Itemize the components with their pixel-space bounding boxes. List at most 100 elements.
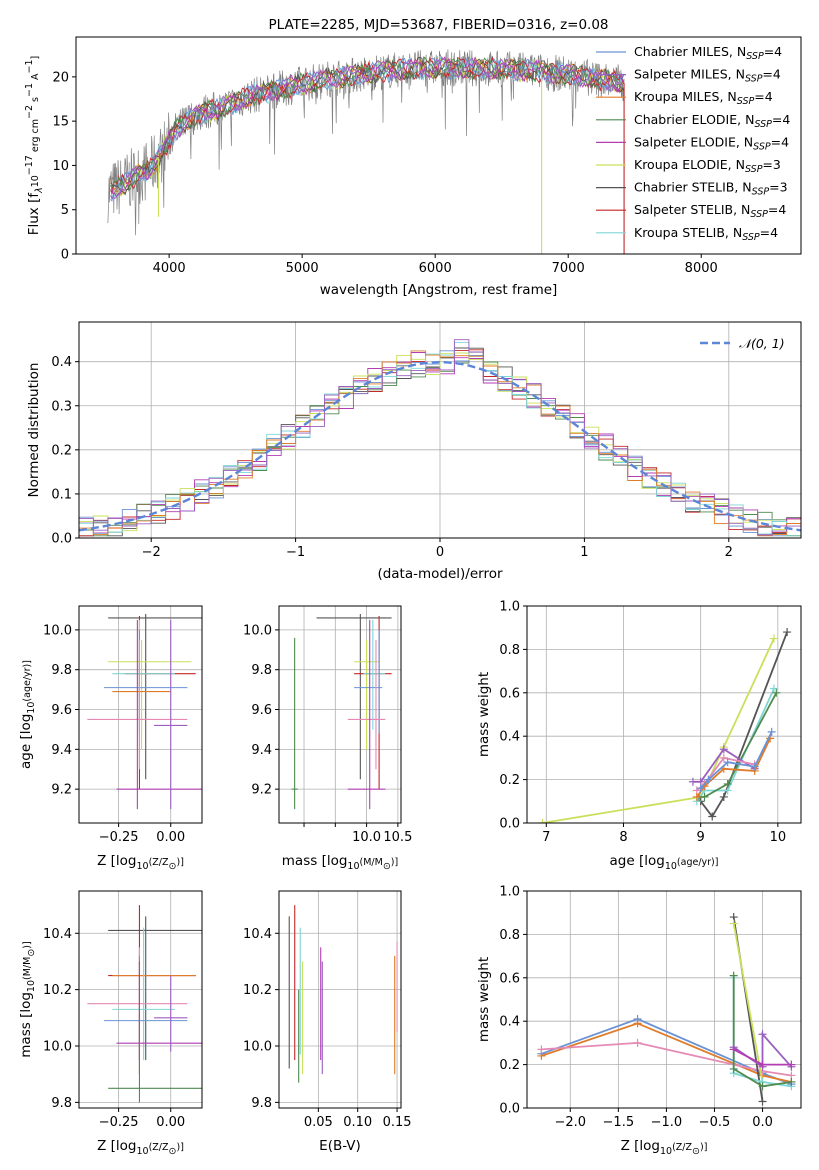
age-weight-y-label: mass weight: [476, 672, 492, 757]
y-tick-label: 0.6: [499, 686, 520, 701]
residuals-axes: −2 −1 0 1 2 0.0 0.1 0.2 0.3 0.4: [51, 322, 801, 560]
z-age-axes: −0.25 0.00 9.2 9.4 9.6 9.8 10.0: [43, 606, 202, 845]
legend-entry-part: =4: [768, 202, 786, 217]
z-weight-frame: [526, 890, 802, 1109]
label-part: 10: [26, 702, 37, 714]
y-tick-label: 9.8: [251, 1096, 272, 1111]
y-tick-label: 10.0: [43, 1040, 72, 1055]
label-part: −1: [24, 83, 35, 97]
y-tick-label: 9.8: [51, 663, 72, 678]
y-tick-label: 20: [52, 70, 69, 85]
y-tick-label: 0.6: [499, 971, 520, 986]
x-tick-label: 10.0: [352, 830, 381, 845]
x-tick-label: 6000: [419, 261, 452, 276]
residual-legend-label: 𝒩(0, 1): [739, 336, 785, 351]
weight-series-line: [732, 923, 764, 1083]
label-part: Z [log: [621, 1138, 660, 1154]
label-part: 10: [665, 861, 677, 872]
spectrum-lines: [107, 49, 625, 254]
weight-point-marker: [729, 1045, 738, 1054]
label-part: (Z/Z: [149, 857, 169, 868]
weight-point-marker: [729, 919, 738, 928]
weight-series-line: [541, 1041, 792, 1077]
weight-series-line: [732, 975, 792, 1088]
label-part: ⊙: [169, 861, 177, 872]
x-tick-label: −2: [142, 545, 161, 560]
weight-series-line: [541, 1022, 792, 1083]
label-part: ⊙: [169, 1146, 177, 1157]
ebv-x-label: E(B-V): [319, 1138, 361, 1154]
legend-entry-part: =4: [762, 67, 780, 82]
weight-series-line: [699, 631, 788, 819]
x-tick-label: −0.25: [99, 1115, 139, 1130]
weight-point-marker: [704, 775, 713, 784]
z-age-frame: [78, 605, 203, 824]
weight-point-marker: [633, 1019, 642, 1028]
label-part: s: [30, 97, 41, 105]
label-part: erg cm: [30, 119, 41, 155]
legend-entry-part: =3: [762, 157, 780, 172]
x-tick-label: 0.00: [156, 1115, 185, 1130]
legend-entry-part: Chabrier MILES, N: [634, 44, 746, 59]
y-tick-label: 9.2: [251, 783, 272, 798]
y-tick-label: 1.0: [499, 600, 520, 615]
y-tick-label: 9.4: [251, 743, 272, 758]
legend-entry-part: Salpeter ELODIE, N: [634, 134, 753, 149]
legend-entry-part: Chabrier STELIB, N: [634, 180, 752, 195]
weight-point-marker: [750, 762, 759, 771]
y-tick-label: 10.0: [43, 623, 72, 638]
spectrum-model-line: [110, 56, 625, 194]
y-tick-label: 15: [52, 115, 69, 130]
residual-frame: [78, 321, 802, 539]
label-part: )]: [176, 1142, 183, 1153]
legend-entry-part: =4: [771, 134, 789, 149]
weight-point-marker: [719, 753, 728, 762]
weight-point-marker: [696, 784, 705, 793]
weight-point-marker: [772, 688, 781, 697]
x-tick-label: 9: [697, 830, 705, 845]
legend-entry: Kroupa MILES, NSSP=4: [634, 89, 773, 107]
residual-histograms: [79, 339, 801, 537]
label-part: −17: [24, 155, 35, 175]
label-part: (M/M: [22, 957, 33, 980]
weight-point-marker: [719, 792, 728, 801]
x-tick-label: 0.0: [752, 1115, 773, 1130]
spectrum-model-line: [110, 56, 625, 199]
residual-histogram-line: [79, 339, 801, 536]
z-weight-axes: −2.0 −1.5 −1.0 −0.5 0.0 0.0 0.2 0.4 0.6 0.8 1.0: [499, 885, 801, 1130]
y-tick-label: 0.1: [51, 487, 72, 502]
legend-entry-part: Kroupa ELODIE, N: [634, 157, 745, 172]
x-tick-label: 0: [436, 545, 444, 560]
spectrum-model-line: [110, 56, 625, 191]
legend-entry-part: Kroupa STELIB, N: [634, 225, 742, 240]
label-part: (age/yr)]: [22, 660, 33, 702]
mass-age-axes: 10.0 10.59.29.49.69.810.0: [243, 606, 412, 845]
legend-entry-part: SSP: [745, 164, 763, 175]
legend-entry-part: =4: [754, 89, 772, 104]
x-tick-label: 8: [619, 830, 627, 845]
legend-entry-part: Kroupa MILES, N: [634, 89, 737, 104]
y-tick-label: 0: [61, 248, 69, 263]
x-tick-label: 4000: [153, 261, 186, 276]
x-tick-label: 5000: [286, 261, 319, 276]
weight-point-marker: [723, 779, 732, 788]
residual-y-label: Normed distribution: [26, 363, 42, 498]
x-tick-label: 7000: [552, 261, 585, 276]
y-tick-label: 10.4: [43, 927, 72, 942]
weight-point-marker: [758, 1060, 767, 1069]
y-tick-label: 0.3: [51, 399, 72, 414]
label-part: 10: [660, 1146, 672, 1157]
spectrum-x-label: wavelength [Angstrom, rest frame]: [320, 282, 558, 298]
weight-point-marker: [758, 1097, 767, 1106]
z-age-y-label: age [log10(age/yr)]: [18, 660, 37, 769]
y-tick-label: 10.0: [243, 623, 272, 638]
legend-entry-part: Chabrier ELODIE, N: [634, 112, 754, 127]
x-tick-label: 0.05: [304, 1115, 333, 1130]
residual-histogram-line: [79, 350, 801, 537]
z-mass-points: [87, 905, 202, 1103]
weight-point-marker: [729, 971, 738, 980]
y-tick-label: 9.8: [251, 663, 272, 678]
weight-point-marker: [787, 1060, 796, 1069]
x-tick-label: 10: [770, 830, 787, 845]
age-weight-axes: 7 8 9 10 0.0 0.2 0.4 0.6 0.8 1.0: [499, 600, 801, 845]
